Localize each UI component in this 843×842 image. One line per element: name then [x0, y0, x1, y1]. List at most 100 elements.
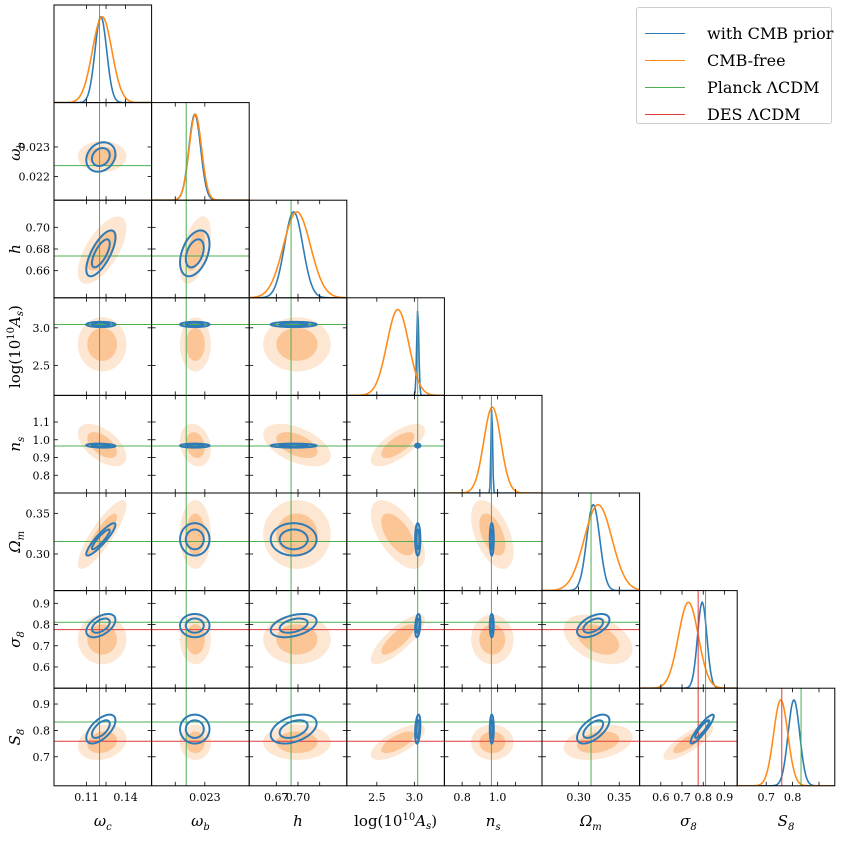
panel-h-h [248, 199, 348, 299]
panel-content [542, 493, 640, 591]
panel-h-omega-b [151, 199, 250, 299]
marginal-with-cmb [444, 409, 542, 493]
panel-s8-s8 [736, 687, 836, 787]
contour-with-cmb-68 [90, 321, 111, 328]
panel-content [54, 5, 152, 103]
contour-with-cmb-95 [269, 522, 318, 557]
axis-label-sub: s [16, 437, 27, 442]
y-tick-label: 0.68 [26, 243, 51, 256]
contour-with-cmb-68 [184, 443, 205, 448]
panel-omega-m-omega-b [151, 492, 250, 592]
contour-cmb-free-68 [381, 513, 415, 556]
panel-log-as-omega-b [151, 297, 250, 396]
axis-label-sub: c [106, 822, 112, 833]
panel-content [346, 590, 445, 689]
axis-label-part: h [6, 244, 24, 254]
marginal-with-cmb [639, 600, 738, 689]
contour-with-cmb-95 [414, 713, 422, 745]
y-tick-label: 0.70 [26, 221, 51, 234]
panel-s8-omega-c [53, 687, 153, 787]
panel-content [249, 395, 347, 493]
marginal-cmb-free [249, 211, 347, 298]
contour-with-cmb-95 [269, 612, 318, 639]
panel-content [54, 200, 152, 298]
y-tick-label: 0.7 [33, 751, 51, 764]
x-axis-label-omega-c: ωc [94, 812, 112, 833]
marginal-with-cmb [54, 15, 152, 103]
legend-swatch-des [645, 113, 685, 115]
legend-swatch-planck [645, 86, 685, 88]
panel-h-omega-c [53, 199, 153, 299]
panel-content [346, 688, 445, 786]
marginal-cmb-free [151, 113, 250, 201]
panel-ns-h [248, 394, 348, 494]
x-tick-label: 0.8 [784, 791, 802, 804]
y-tick-label: 0.8 [33, 469, 51, 482]
marginal-cmb-free [737, 699, 835, 786]
y-axis-label-omega-b: ωb [6, 142, 27, 161]
contour-with-cmb-95 [179, 612, 211, 639]
axis-label-part: A [6, 316, 24, 329]
y-axis-label-h: h [6, 244, 24, 254]
panel-sigma8-omega-b [151, 590, 250, 689]
legend-label-cmb-free: CMB-free [707, 50, 786, 70]
x-tick-label: 0.14 [113, 791, 138, 804]
legend-swatch-cmb-free [645, 59, 685, 61]
contour-with-cmb-68 [582, 617, 605, 634]
axis-label-part: σ [6, 637, 24, 648]
panel-s8-sigma8 [639, 687, 738, 787]
legend-item-cmb-free: CMB-free [645, 49, 786, 71]
panel-content [54, 297, 152, 396]
panel-content [639, 688, 738, 786]
y-axis-label-ns: ns [6, 437, 27, 452]
panel-content [54, 590, 152, 689]
contour-with-cmb-95 [85, 141, 117, 173]
x-axis-label-h: h [293, 812, 303, 830]
axis-label-part: log(10 [354, 812, 402, 830]
y-tick-label: 0.023 [19, 141, 51, 154]
contour-with-cmb-68 [184, 321, 205, 328]
x-axis-label-omega-m: Ωm [579, 812, 602, 833]
panel-content [54, 688, 152, 786]
marginal-cmb-free [346, 308, 445, 396]
panel-sigma8-h [248, 590, 348, 689]
x-tick-label: 0.11 [74, 791, 99, 804]
y-tick-label: 0.9 [33, 452, 51, 465]
contour-with-cmb-68 [90, 147, 111, 168]
panel-sigma8-ns [443, 590, 543, 689]
marginal-with-cmb [737, 698, 835, 786]
axis-label-sub: s [426, 821, 431, 832]
contour-with-cmb-95 [85, 320, 117, 329]
y-tick-label: 1.0 [33, 434, 51, 447]
contour-with-cmb-68 [184, 719, 205, 739]
contour-with-cmb-68 [582, 719, 605, 739]
x-tick-label: 0.7 [757, 791, 775, 804]
contour-with-cmb-68 [90, 719, 111, 739]
axis-label-sub: b [16, 142, 27, 148]
x-tick-label: 0.6 [652, 791, 670, 804]
panel-content [737, 688, 835, 786]
contour-with-cmb-68 [278, 443, 309, 448]
axis-label-sub: b [203, 822, 209, 833]
axis-label-part: S [778, 812, 788, 830]
y-tick-label: 0.30 [26, 548, 51, 561]
contour-with-cmb-95 [414, 522, 422, 557]
contour-cmb-free-68 [87, 327, 117, 361]
y-tick-label: 0.6 [33, 661, 51, 674]
contour-with-cmb-68 [184, 528, 205, 551]
y-tick-label: 0.7 [33, 640, 51, 653]
contour-with-cmb-68 [184, 617, 205, 634]
panel-frame [248, 199, 348, 299]
y-axis-label-omega-m: Ωm [6, 531, 27, 554]
contour-with-cmb-95 [576, 612, 611, 639]
marginal-with-cmb [249, 211, 347, 298]
panel-content [346, 493, 445, 591]
y-tick-label: 0.35 [26, 507, 51, 520]
y-tick-label: 0.9 [33, 597, 51, 610]
axis-label-part: ω [94, 812, 106, 830]
y-axis-label-log-as: log(1010As) [6, 305, 26, 388]
x-tick-label: 0.35 [607, 791, 632, 804]
contour-with-cmb-68 [90, 617, 111, 634]
panel-content [54, 493, 152, 591]
